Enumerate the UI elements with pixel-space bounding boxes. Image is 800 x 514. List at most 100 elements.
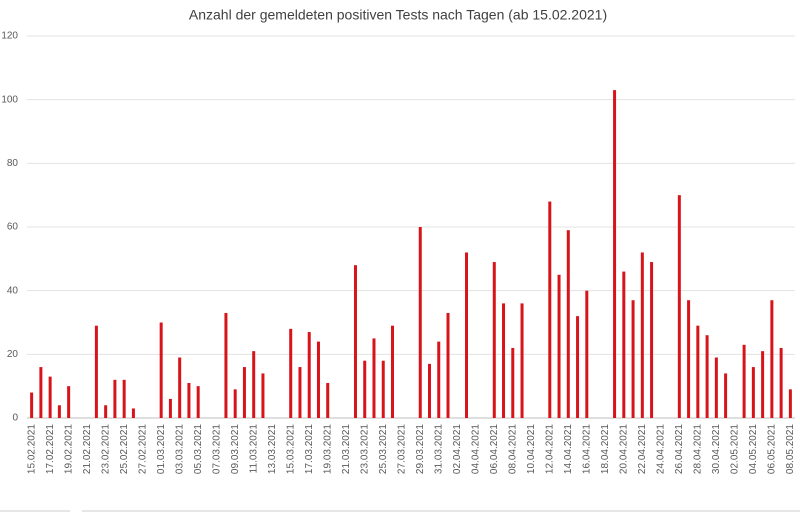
x-tick-label: 16.04.2021 [581,424,592,474]
x-tick-label: 02.04.2021 [452,424,463,474]
bar [363,360,367,418]
bar [566,230,570,418]
bar [48,376,52,418]
bar [57,405,61,418]
bar [631,300,635,418]
bar [751,367,755,418]
bar [585,290,589,418]
bar [67,386,71,418]
x-tick-label: 29.03.2021 [415,424,426,474]
bar [465,252,469,418]
x-tick-label: 02.05.2021 [729,424,740,474]
bar [196,386,200,418]
bar [677,195,681,418]
x-tick-label: 19.03.2021 [322,424,333,474]
x-tick-label: 20.04.2021 [618,424,629,474]
x-tick-label: 17.03.2021 [304,424,315,474]
y-tick-label: 40 [7,285,19,296]
bar [779,347,783,418]
bar [353,265,357,418]
bar [446,312,450,418]
x-tick-label: 21.03.2021 [341,424,352,474]
y-tick-label: 20 [7,349,19,360]
bar [492,262,496,418]
x-tick-label: 18.04.2021 [600,424,611,474]
bar [168,398,172,418]
bar [307,332,311,418]
x-tick-label: 31.03.2021 [433,424,444,474]
bar [640,252,644,418]
x-tick-label: 24.04.2021 [655,424,666,474]
x-tick-label: 27.03.2021 [396,424,407,474]
bar [687,300,691,418]
bar [437,341,441,418]
x-tick-label: 17.02.2021 [45,424,56,474]
bar [714,357,718,418]
bar [761,351,765,418]
x-tick-label: 07.03.2021 [211,424,222,474]
bar [502,303,506,418]
x-tick-label: 12.04.2021 [544,424,555,474]
bar [113,379,117,418]
x-tick-label: 25.03.2021 [378,424,389,474]
bar [770,300,774,418]
bar [372,338,376,418]
chart-title: Anzahl der gemeldeten positiven Tests na… [189,7,607,23]
bar [511,347,515,418]
y-tick-label: 60 [7,222,19,233]
bar [705,335,709,418]
bar [696,325,700,418]
bar [252,351,256,418]
x-tick-label: 08.04.2021 [507,424,518,474]
x-tick-label: 09.03.2021 [230,424,241,474]
bar [428,363,432,418]
y-tick-label: 0 [12,413,18,424]
x-tick-label: 23.02.2021 [100,424,111,474]
bar [178,357,182,418]
bar [724,373,728,418]
x-tick-label: 25.02.2021 [119,424,130,474]
x-tick-label: 01.03.2021 [156,424,167,474]
bar [159,322,163,418]
bar [30,392,34,418]
bar [242,367,246,418]
x-tick-label: 11.03.2021 [248,424,259,474]
x-tick-label: 08.05.2021 [785,424,796,474]
bar [418,227,422,418]
bar [39,367,43,418]
bar [131,408,135,418]
bar [122,379,126,418]
bar [233,389,237,418]
x-tick-label: 27.02.2021 [137,424,148,474]
x-tick-label: 15.02.2021 [26,424,37,474]
x-tick-label: 06.04.2021 [489,424,500,474]
y-tick-label: 80 [7,158,19,169]
bar [224,312,228,418]
bar [520,303,524,418]
bar [298,367,302,418]
bar [650,262,654,418]
x-tick-label: 04.05.2021 [748,424,759,474]
x-tick-label: 28.04.2021 [692,424,703,474]
bar [187,382,191,418]
bar [576,316,580,418]
bar [94,325,98,418]
bar [381,360,385,418]
bar [788,389,792,418]
x-tick-label: 03.03.2021 [174,424,185,474]
bar [548,201,552,418]
x-tick-label: 06.05.2021 [767,424,778,474]
x-tick-label: 30.04.2021 [711,424,722,474]
bar [104,405,108,418]
x-tick-label: 19.02.2021 [63,424,74,474]
bar [261,373,265,418]
x-tick-label: 21.02.2021 [82,424,93,474]
bar [390,325,394,418]
bar [613,90,617,418]
x-tick-label: 26.04.2021 [674,424,685,474]
x-tick-label: 22.04.2021 [637,424,648,474]
bar [557,274,561,418]
x-tick-label: 04.04.2021 [470,424,481,474]
x-tick-label: 23.03.2021 [359,424,370,474]
